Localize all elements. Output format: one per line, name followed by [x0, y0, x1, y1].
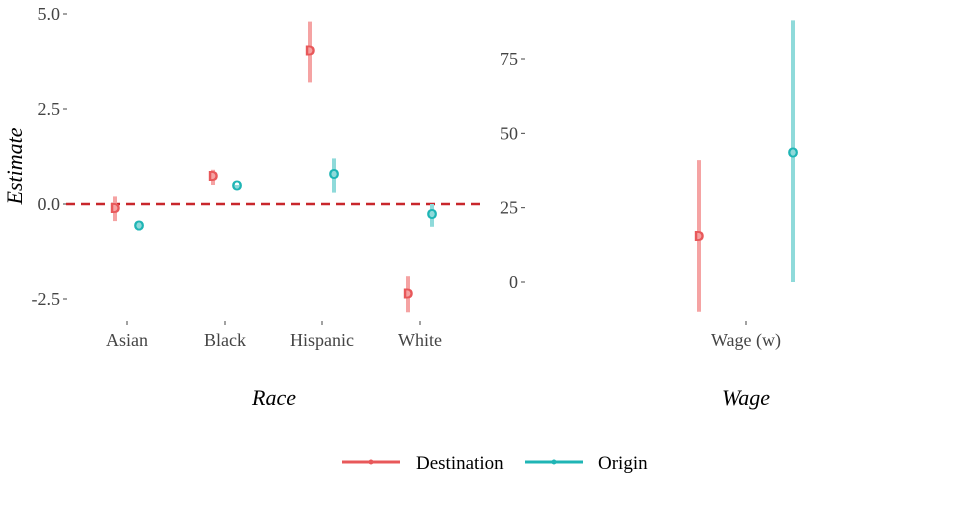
- legend-label-destination: Destination: [416, 453, 504, 474]
- left-x-axis: Asian Black Hispanic White: [106, 321, 442, 350]
- y-tick-label-0: 0: [509, 272, 518, 292]
- legend-item-origin: Origin: [525, 453, 648, 474]
- race-panel: Estimate 5.0 2.5 0.0 -2.5 Asian Black Hispani…: [2, 4, 484, 410]
- destination-black-point: D: [208, 170, 219, 185]
- x-axis-title-wage: Wage: [722, 385, 770, 410]
- y-tick-label-50: 50: [500, 123, 518, 143]
- y-axis-title: Estimate: [2, 127, 27, 205]
- legend: Destination Origin: [342, 453, 648, 474]
- legend-item-destination: Destination: [342, 453, 504, 474]
- origin-asian-point: O: [133, 219, 144, 234]
- destination-white-point: D: [403, 288, 414, 303]
- x-tick-label-white: White: [398, 330, 442, 350]
- x-tick-label-black: Black: [204, 330, 246, 350]
- y-tick-label-75: 75: [500, 49, 518, 69]
- y-tick-label-2-5: -2.5: [32, 289, 61, 309]
- origin-hispanic-point: O: [328, 168, 339, 183]
- x-tick-label-wage-w: Wage (w): [711, 330, 781, 351]
- wage-marks: DO: [694, 20, 799, 312]
- x-axis-title-race: Race: [251, 385, 296, 410]
- destination-wage-w-point: D: [694, 230, 705, 245]
- origin-wage-w-point: O: [787, 147, 798, 162]
- left-y-axis: 5.0 2.5 0.0 -2.5: [32, 4, 67, 309]
- destination-hispanic-point: D: [305, 45, 316, 60]
- x-tick-label-hispanic: Hispanic: [290, 330, 354, 350]
- y-tick-label-0-0: 0.0: [38, 194, 61, 214]
- destination-asian-point: D: [110, 202, 121, 217]
- origin-white-point: O: [426, 208, 437, 223]
- x-tick-label-asian: Asian: [106, 330, 148, 350]
- legend-label-origin: Origin: [598, 453, 648, 474]
- y-tick-label-2-5: 2.5: [38, 99, 61, 119]
- y-tick-label-5-0: 5.0: [38, 4, 61, 24]
- y-tick-label-25: 25: [500, 198, 518, 218]
- origin-black-point: O: [231, 179, 242, 194]
- right-x-axis: Wage (w): [711, 321, 781, 351]
- right-y-axis: 75 50 25 0: [500, 49, 525, 292]
